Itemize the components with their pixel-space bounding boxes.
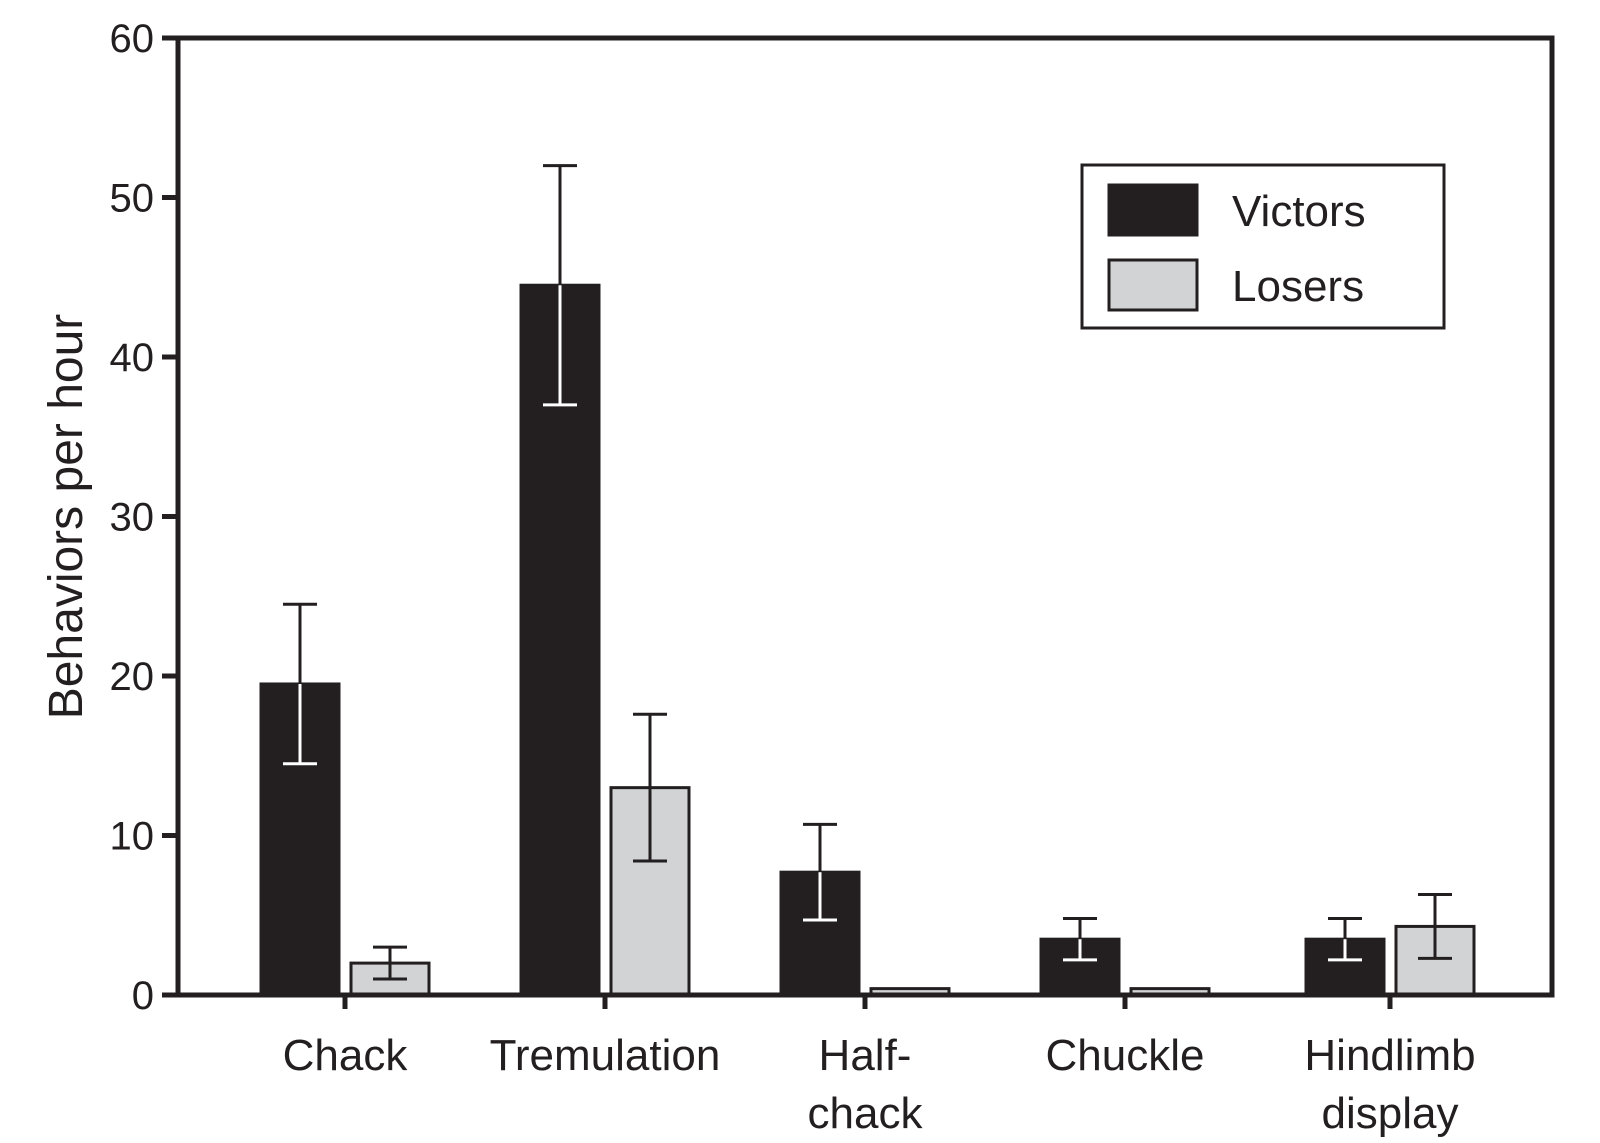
y-tick-label: 0: [132, 974, 154, 1018]
y-tick-label: 30: [110, 496, 155, 540]
x-category-label: Chuckle: [1046, 1031, 1205, 1080]
bar-victors-3: [1039, 937, 1121, 997]
y-axis-title: Behaviors per hour: [40, 314, 93, 720]
legend-label-victors: Victors: [1232, 187, 1366, 236]
y-axis-ticks: 0 10 20 30 40 50 60: [110, 17, 178, 1018]
x-category-label: Hindlimb display: [1304, 1031, 1475, 1138]
legend-swatch-victors: [1107, 183, 1199, 237]
y-tick-label: 20: [110, 655, 155, 699]
legend-swatch-losers: [1107, 258, 1199, 312]
error-bars-layer: [283, 164, 1452, 981]
y-tick-label: 60: [110, 17, 155, 61]
legend-label-losers: Losers: [1232, 262, 1364, 311]
x-axis-category-labels: Chack Tremulation Half-chack Chuckle Hindlim…: [283, 1031, 1476, 1138]
y-tick-label: 10: [110, 815, 155, 859]
y-tick-label: 40: [110, 336, 155, 380]
x-category-label: Tremulation: [490, 1031, 721, 1080]
y-tick-label: 50: [110, 177, 155, 221]
bars-layer: [259, 283, 1476, 997]
legend: Victors Losers: [1080, 163, 1446, 330]
x-category-label: Chack: [283, 1031, 409, 1080]
x-category-label: Half-chack: [808, 1031, 924, 1138]
x-axis-ticks: [342, 995, 1393, 1009]
